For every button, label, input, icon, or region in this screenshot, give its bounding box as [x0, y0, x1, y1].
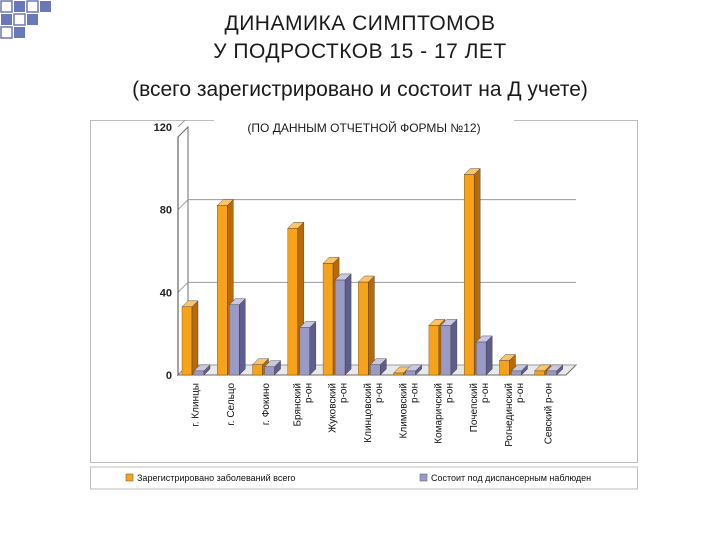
bar-series1-top — [181, 300, 199, 308]
bar-series1 — [428, 325, 440, 376]
bar-series1 — [287, 228, 299, 376]
x-tick-label: Брянскийр-он — [292, 383, 314, 427]
x-tick-label: г. Клинцы — [191, 383, 202, 427]
bar-series1-side — [191, 300, 199, 376]
x-tick-label: Почепскийр-он — [469, 383, 491, 432]
legend-label-series1: Зарегистрировано заболеваний всего — [137, 473, 295, 483]
bar-series1 — [463, 174, 475, 376]
x-tick-label: г. Фокино — [261, 383, 272, 426]
bar-series2-top — [299, 321, 317, 328]
gridline-diag — [177, 120, 186, 128]
bar-series2-top — [228, 298, 246, 305]
bar-series2 — [370, 364, 381, 376]
bar-series1-top — [322, 257, 340, 264]
legend-swatch-series1 — [125, 473, 134, 482]
bar-series2-top — [264, 360, 282, 367]
bar-series2 — [475, 341, 487, 376]
bar-series2-side — [309, 320, 317, 376]
x-tick-label: Севский р-он — [543, 383, 554, 444]
gridline-diag — [177, 281, 189, 293]
chart-subtitle: (ПО ДАННЫМ ОТЧЕТНОЙ ФОРМЫ №12) — [247, 120, 480, 135]
bar-series2 — [229, 304, 240, 376]
bar-series2-side — [450, 318, 458, 376]
bar-series2 — [440, 325, 452, 376]
legend-swatch-series2 — [419, 473, 428, 482]
bar-series1 — [358, 281, 369, 376]
chart: 0 40 80 120 (ПО ДАННЫМ ОТЧЕТНОЙ ФОРМЫ №12) г.… — [90, 120, 638, 492]
bar-series1-top — [463, 168, 481, 175]
subtitle-bg — [214, 120, 514, 136]
bar-series1-top — [287, 222, 305, 229]
x-tick-label: Жуковскийр-он — [328, 383, 350, 433]
bar-series2-top — [334, 273, 352, 281]
x-tick-label: Климовскийр-он — [398, 383, 420, 438]
bar-series1-top — [534, 364, 552, 372]
bar-series2-top — [510, 364, 528, 372]
bar-series1 — [393, 372, 404, 376]
legend-label-series2: Состоит под диспансерным наблюден — [431, 473, 591, 483]
y-tick-label: 80 — [160, 205, 172, 217]
bar-series2-top — [440, 319, 458, 326]
x-tick-label: Рогнединскийр-он — [504, 383, 526, 447]
bar-series2-side — [485, 335, 493, 376]
bar-series2 — [405, 370, 416, 376]
title-line-2: У ПОДРОСТКОВ 15 - 17 ЛЕТ — [213, 40, 507, 63]
bar-series1-top — [216, 199, 234, 206]
bar-series2 — [546, 370, 557, 376]
bar-series1-top — [428, 319, 446, 326]
bar-series2 — [193, 370, 205, 376]
bar-series1-top — [498, 354, 516, 361]
bar-series2-top — [546, 364, 564, 372]
y-tick-label: 120 — [154, 122, 172, 134]
bar-series2-top — [475, 335, 493, 343]
bar-series1 — [217, 205, 228, 376]
x-tick-label: г. Сельцо — [226, 383, 237, 426]
bar-series1 — [534, 370, 545, 376]
bar-series1 — [499, 360, 510, 376]
x-tick-label: Комаричскийр-он — [434, 383, 456, 444]
bar-series2-top — [405, 364, 423, 372]
bar-series1-top — [252, 358, 270, 365]
bar-series1 — [322, 263, 334, 376]
bar-series2 — [334, 279, 346, 376]
legend-box — [90, 466, 638, 490]
bar-series1 — [252, 364, 263, 376]
title-line-3: (всего зарегистрировано и состоит на Д у… — [132, 78, 588, 101]
bar-series1-top — [357, 275, 375, 283]
y-tick-label: 40 — [160, 287, 172, 299]
bar-series2-top — [193, 364, 211, 372]
y-tick-label: 0 — [166, 370, 172, 382]
bar-series2-top — [369, 358, 387, 365]
bar-series2 — [264, 366, 275, 376]
chart-svg: 0 40 80 120 (ПО ДАННЫМ ОТЧЕТНОЙ ФОРМЫ №12) г.… — [90, 120, 638, 490]
bar-series1-side — [368, 275, 375, 376]
decor-squares — [0, 0, 60, 44]
bar-series2 — [511, 370, 522, 376]
x-tick-label: Клинцовскийр-он — [363, 383, 385, 443]
gridline-diag — [177, 199, 189, 211]
bar-series2-side — [239, 298, 246, 376]
title-line-1: ДИНАМИКА СИМПТОМОВ — [224, 12, 496, 35]
bar-series2-side — [344, 273, 352, 376]
bar-series2 — [299, 327, 311, 376]
bar-series1 — [181, 306, 193, 376]
